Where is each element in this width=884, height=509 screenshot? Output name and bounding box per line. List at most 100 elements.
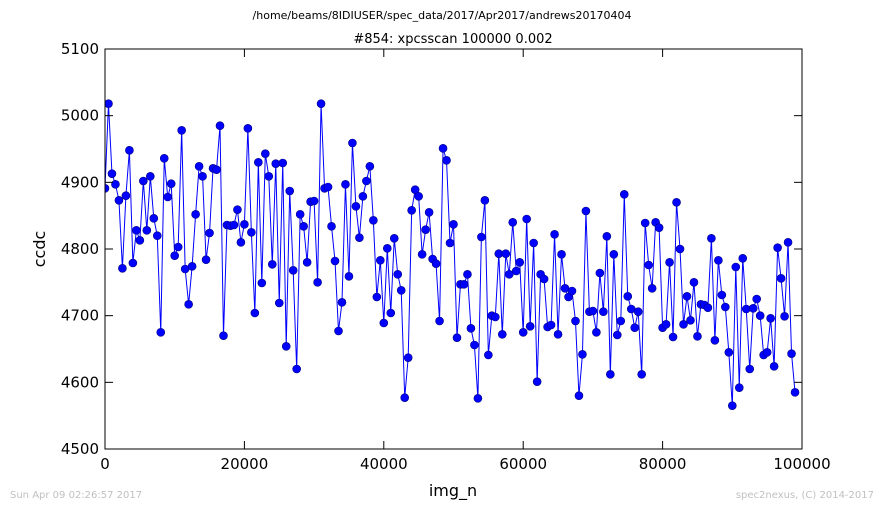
- data-point-38: [233, 205, 242, 214]
- series-ccdc: [105, 99, 800, 410]
- data-point-17: [159, 154, 169, 163]
- y-tick-label-4: 4900: [61, 173, 99, 191]
- data-point-163: [668, 332, 678, 342]
- data-point-46: [261, 149, 270, 158]
- data-point-190: [762, 348, 772, 357]
- data-point-117: [508, 218, 518, 227]
- data-point-62: [316, 99, 326, 108]
- data-point-50: [274, 298, 284, 308]
- data-point-4: [114, 196, 124, 205]
- data-point-19: [166, 179, 176, 188]
- data-point-103: [459, 280, 469, 289]
- data-point-13: [146, 172, 155, 181]
- y-tick-label-0: 4500: [61, 440, 99, 458]
- data-point-18: [163, 192, 173, 202]
- data-point-118: [511, 266, 521, 276]
- data-point-159: [654, 223, 664, 232]
- data-point-48: [267, 260, 277, 269]
- data-point-142: [595, 268, 605, 278]
- data-point-192: [769, 362, 779, 371]
- data-point-8: [128, 258, 138, 268]
- data-point-61: [313, 278, 322, 287]
- data-point-115: [501, 249, 511, 258]
- data-point-135: [571, 316, 580, 326]
- data-point-134: [567, 286, 577, 296]
- data-point-11: [139, 176, 148, 186]
- data-point-109: [480, 196, 490, 205]
- data-point-93: [424, 208, 434, 217]
- data-point-55: [292, 364, 301, 374]
- data-point-73: [355, 233, 364, 242]
- data-point-72: [351, 202, 361, 211]
- data-point-98: [442, 156, 451, 165]
- data-point-161: [661, 320, 671, 329]
- data-point-54: [288, 266, 298, 275]
- data-point-66: [330, 256, 340, 266]
- data-point-182: [734, 383, 744, 392]
- data-point-99: [445, 238, 455, 248]
- data-point-45: [257, 278, 267, 288]
- data-point-88: [407, 206, 416, 215]
- data-point-60: [309, 196, 319, 206]
- data-point-95: [431, 259, 441, 268]
- data-point-51: [278, 158, 288, 168]
- data-point-67: [334, 326, 343, 336]
- data-point-9: [132, 226, 141, 235]
- x-tick-label-2: 40000: [360, 455, 408, 473]
- data-point-167: [682, 292, 692, 301]
- data-point-74: [358, 192, 368, 201]
- data-point-0: [105, 184, 110, 193]
- data-point-152: [630, 323, 640, 332]
- data-point-186: [748, 304, 758, 313]
- data-point-162: [665, 258, 674, 267]
- data-point-107: [473, 394, 483, 403]
- data-point-176: [714, 256, 723, 265]
- data-point-112: [491, 312, 500, 322]
- data-point-57: [299, 222, 308, 231]
- data-point-26: [191, 210, 200, 219]
- x-tick-label-3: 60000: [499, 455, 547, 473]
- data-point-29: [201, 255, 211, 264]
- footer-timestamp: Sun Apr 09 02:26:57 2017: [10, 490, 142, 501]
- data-point-28: [198, 172, 207, 181]
- data-point-27: [194, 162, 204, 171]
- data-point-89: [410, 185, 420, 194]
- data-point-157: [647, 284, 657, 293]
- x-tick-label-1: 20000: [221, 455, 269, 473]
- data-point-39: [236, 238, 246, 247]
- data-point-64: [323, 182, 333, 192]
- data-point-129: [550, 230, 559, 239]
- data-point-44: [254, 158, 263, 167]
- y-tick-label-5: 5000: [61, 107, 99, 125]
- data-point-155: [640, 218, 650, 228]
- data-point-188: [755, 311, 765, 320]
- data-point-170: [693, 332, 702, 341]
- data-point-30: [205, 228, 214, 238]
- footer-copyright: spec2nexus, (C) 2014-2017: [736, 490, 874, 501]
- data-point-12: [142, 226, 152, 235]
- data-point-10: [135, 236, 145, 245]
- data-point-150: [623, 292, 633, 301]
- data-point-140: [588, 306, 598, 316]
- data-point-198: [790, 388, 800, 397]
- data-point-58: [302, 258, 312, 267]
- data-point-131: [557, 250, 566, 259]
- data-point-85: [396, 286, 406, 295]
- data-point-82: [386, 308, 396, 318]
- data-point-110: [484, 350, 493, 360]
- data-point-144: [602, 232, 612, 241]
- data-point-121: [522, 214, 531, 224]
- data-point-180: [727, 401, 737, 410]
- data-point-78: [372, 292, 382, 302]
- data-point-119: [515, 258, 525, 267]
- chart-title: #854: xpcsscan 100000 0.002: [353, 32, 552, 47]
- data-point-156: [644, 260, 653, 270]
- data-point-143: [599, 307, 608, 316]
- data-point-53: [285, 186, 295, 196]
- data-point-105: [466, 324, 476, 333]
- data-point-40: [240, 220, 249, 229]
- data-point-174: [707, 234, 716, 243]
- data-point-97: [438, 144, 448, 153]
- data-point-101: [452, 333, 462, 342]
